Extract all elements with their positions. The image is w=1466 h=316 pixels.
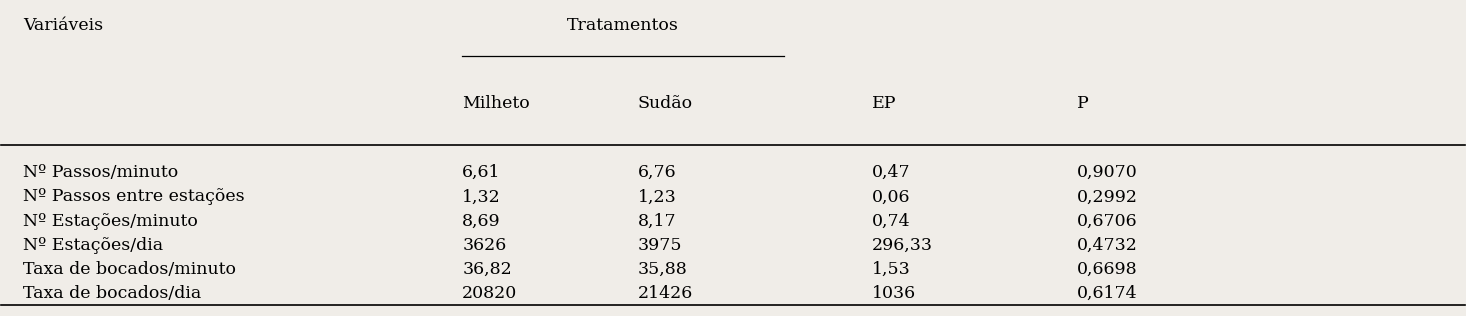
Text: Variáveis: Variáveis xyxy=(23,17,104,34)
Text: 0,6174: 0,6174 xyxy=(1078,285,1138,302)
Text: 20820: 20820 xyxy=(462,285,517,302)
Text: 6,61: 6,61 xyxy=(462,164,501,181)
Text: 8,17: 8,17 xyxy=(638,212,676,229)
Text: 0,9070: 0,9070 xyxy=(1078,164,1138,181)
Text: Nº Estações/minuto: Nº Estações/minuto xyxy=(23,212,198,229)
Text: Nº Passos/minuto: Nº Passos/minuto xyxy=(23,164,179,181)
Text: 0,4732: 0,4732 xyxy=(1078,237,1138,254)
Text: 35,88: 35,88 xyxy=(638,261,688,278)
Text: 0,06: 0,06 xyxy=(872,188,910,205)
Text: 3975: 3975 xyxy=(638,237,682,254)
Text: Nº Estações/dia: Nº Estações/dia xyxy=(23,237,164,254)
Text: P: P xyxy=(1078,95,1089,112)
Text: 0,6698: 0,6698 xyxy=(1078,261,1138,278)
Text: 3626: 3626 xyxy=(462,237,507,254)
Text: Sudão: Sudão xyxy=(638,95,693,112)
Text: 1,23: 1,23 xyxy=(638,188,677,205)
Text: 1,53: 1,53 xyxy=(872,261,910,278)
Text: Taxa de bocados/minuto: Taxa de bocados/minuto xyxy=(23,261,236,278)
Text: 0,74: 0,74 xyxy=(872,212,910,229)
Text: 8,69: 8,69 xyxy=(462,212,501,229)
Text: 1036: 1036 xyxy=(872,285,916,302)
Text: 6,76: 6,76 xyxy=(638,164,676,181)
Text: EP: EP xyxy=(872,95,897,112)
Text: 296,33: 296,33 xyxy=(872,237,932,254)
Text: 36,82: 36,82 xyxy=(462,261,512,278)
Text: 21426: 21426 xyxy=(638,285,693,302)
Text: Milheto: Milheto xyxy=(462,95,531,112)
Text: Taxa de bocados/dia: Taxa de bocados/dia xyxy=(23,285,202,302)
Text: 1,32: 1,32 xyxy=(462,188,501,205)
Text: 0,6706: 0,6706 xyxy=(1078,212,1138,229)
Text: Tratamentos: Tratamentos xyxy=(567,17,679,34)
Text: 0,2992: 0,2992 xyxy=(1078,188,1138,205)
Text: 0,47: 0,47 xyxy=(872,164,910,181)
Text: Nº Passos entre estações: Nº Passos entre estações xyxy=(23,188,245,205)
